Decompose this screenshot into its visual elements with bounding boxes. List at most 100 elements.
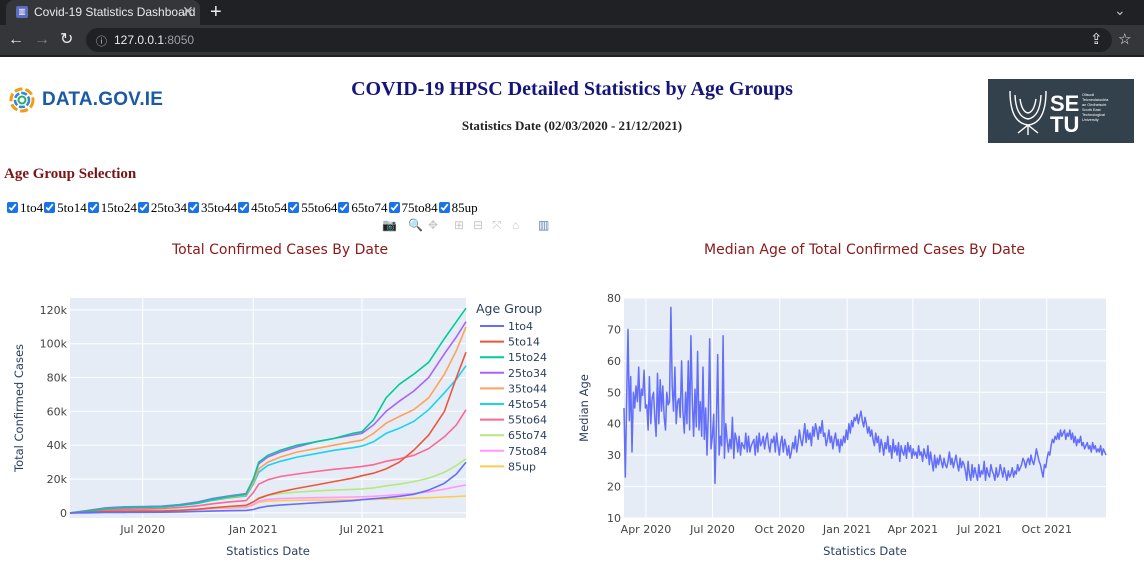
- x-tick-label: Jul 2021: [339, 523, 385, 536]
- y-tick-label: 70: [607, 323, 621, 336]
- age-option-label: 85up: [451, 200, 478, 215]
- median-age-chart[interactable]: 10 20 30 40 50 60 70 80 Apr 2020 Jul 2020 Oct 2020…: [560, 268, 1144, 568]
- browser-tab-bar: ▥ Covid-19 Statistics Dashboard ✕ + ⌄: [0, 0, 1144, 25]
- x-tick-label: Apr 2021: [888, 523, 939, 536]
- y-tick-label: 40k: [47, 439, 68, 452]
- y-tick-label: 120k: [40, 304, 68, 317]
- close-tab-icon[interactable]: ✕: [182, 3, 194, 19]
- age-checkbox-25to34[interactable]: [137, 202, 149, 213]
- reload-icon[interactable]: ↻: [60, 31, 74, 48]
- y-tick-label: 30: [607, 449, 621, 462]
- y-tick-label: 60: [607, 355, 621, 368]
- age-checkbox-65to74[interactable]: [338, 202, 350, 213]
- zoom-in-icon[interactable]: ⊞: [454, 218, 465, 232]
- age-option-55to64[interactable]: 55to64: [287, 200, 337, 216]
- legend-title: Age Group: [476, 301, 542, 316]
- plotly-logo-icon[interactable]: ▥: [538, 218, 550, 232]
- age-checkbox-35to44[interactable]: [188, 202, 199, 213]
- age-option-65to74[interactable]: 65to74: [337, 200, 388, 216]
- legend-label-55to64: 55to64: [508, 414, 547, 427]
- age-option-label: 35to44: [201, 200, 238, 215]
- y-axis-title: Median Age: [577, 374, 591, 442]
- total-cases-chart[interactable]: 0 20k 40k 60k 80k 100k 120k Jul 2020 Jan 2021 Jul…: [0, 268, 560, 568]
- age-checkbox-15to24[interactable]: [87, 202, 99, 213]
- age-checkbox-5to14[interactable]: [44, 202, 56, 213]
- new-tab-icon[interactable]: +: [210, 1, 222, 23]
- x-tick-label: Jul 2021: [956, 523, 1002, 536]
- x-tick-label: Apr 2020: [621, 523, 672, 536]
- legend-label-35to44: 35to44: [508, 382, 547, 395]
- legend-label-5to14: 5to14: [508, 336, 540, 349]
- y-tick-label: 10: [607, 512, 621, 525]
- age-option-85up[interactable]: 85up: [438, 200, 478, 216]
- camera-icon[interactable]: 📷: [382, 218, 397, 232]
- autoscale-icon[interactable]: ⤧: [492, 218, 502, 232]
- x-tick-label: Jul 2020: [689, 523, 735, 536]
- plot-area: [70, 298, 466, 518]
- legend-label-45to54: 45to54: [508, 398, 547, 411]
- setu-small-text: Teicneolaíochta: [1082, 98, 1109, 102]
- age-option-5to14[interactable]: 5to14: [43, 200, 87, 216]
- series-line-5to14: [69, 351, 467, 514]
- setu-logo: SE TU Ollscoil Teicneolaíochta an Oirdheis…: [988, 79, 1134, 143]
- site-info-icon[interactable]: ⓘ: [96, 36, 107, 48]
- age-option-label: 75to84: [401, 200, 438, 215]
- age-option-1to4[interactable]: 1to4: [6, 200, 43, 216]
- age-checkbox-55to64[interactable]: [288, 202, 300, 213]
- share-icon[interactable]: ⇪: [1090, 31, 1103, 48]
- age-option-label: 65to74: [351, 200, 388, 215]
- forward-icon[interactable]: →: [34, 31, 50, 48]
- age-group-checklist: 1to4 5to14 15to24 25to34 35to44 45to54 55to64 6…: [6, 200, 478, 216]
- legend-label-85up: 85up: [508, 460, 536, 473]
- page-subtitle: Statistics Date (02/03/2020 - 21/12/2021…: [461, 118, 683, 133]
- age-option-15to24[interactable]: 15to24: [87, 200, 137, 216]
- data-gov-ie-emblem-icon: [9, 87, 35, 113]
- zoom-out-icon[interactable]: ⊟: [473, 218, 484, 232]
- series-line-15to24: [69, 307, 467, 514]
- y-tick-label: 80: [607, 292, 621, 305]
- x-axis-title: Statistics Date: [823, 544, 907, 558]
- age-option-25to34[interactable]: 25to34: [137, 200, 187, 216]
- age-option-label: 55to64: [301, 200, 338, 215]
- age-option-75to84[interactable]: 75to84: [388, 200, 438, 216]
- legend-label-15to24: 15to24: [508, 351, 547, 364]
- zoom-icon[interactable]: 🔍: [408, 218, 423, 232]
- x-tick-label: Jan 2021: [228, 523, 277, 536]
- setu-logo-text-1: SE: [1050, 91, 1079, 116]
- median-age-line: [623, 306, 1107, 485]
- legend-label-75to84: 75to84: [508, 445, 547, 458]
- age-option-label: 25to34: [150, 200, 187, 215]
- toolbar-divider: [0, 55, 1144, 57]
- favicon-icon: ▥: [16, 6, 28, 18]
- age-option-45to54[interactable]: 45to54: [237, 200, 287, 216]
- y-tick-label: 20k: [47, 473, 68, 486]
- tab-title: Covid-19 Statistics Dashboard: [34, 5, 196, 19]
- home-icon[interactable]: ⌂: [512, 218, 520, 232]
- age-checkbox-45to54[interactable]: [238, 202, 250, 213]
- y-tick-label: 80k: [47, 372, 68, 385]
- address-bar[interactable]: ⓘ 127.0.0.1:8050: [86, 28, 1112, 52]
- age-checkbox-85up[interactable]: [438, 202, 450, 213]
- setu-small-text: University: [1082, 118, 1099, 122]
- age-checkbox-1to4[interactable]: [7, 202, 18, 213]
- legend-label-65to74: 65to74: [508, 429, 547, 442]
- series-line-1to4: [69, 461, 467, 514]
- pan-icon[interactable]: ✥: [428, 218, 439, 232]
- legend-label-25to34: 25to34: [508, 367, 547, 380]
- y-axis-title: Total Confirmed Cases: [12, 344, 26, 473]
- y-tick-label: 50: [607, 386, 621, 399]
- bookmark-star-icon[interactable]: ☆: [1118, 31, 1132, 48]
- tab-search-icon[interactable]: ⌄: [1114, 2, 1126, 18]
- setu-emblem-icon: [1009, 90, 1047, 135]
- browser-toolbar: ← → ↻ ⓘ 127.0.0.1:8050 ⇪ ☆: [0, 25, 1144, 55]
- age-checkbox-75to84[interactable]: [388, 202, 400, 213]
- y-tick-label: 40: [607, 418, 621, 431]
- y-tick-label: 60k: [47, 405, 68, 418]
- age-option-label: 1to4: [20, 200, 44, 215]
- x-tick-label: Jan 2021: [822, 523, 871, 536]
- age-option-35to44[interactable]: 35to44: [187, 200, 237, 216]
- y-tick-label: 0: [60, 507, 67, 520]
- browser-tab[interactable]: ▥ Covid-19 Statistics Dashboard ✕: [6, 0, 200, 25]
- y-tick-label: 100k: [40, 338, 68, 351]
- back-icon[interactable]: ←: [8, 31, 24, 48]
